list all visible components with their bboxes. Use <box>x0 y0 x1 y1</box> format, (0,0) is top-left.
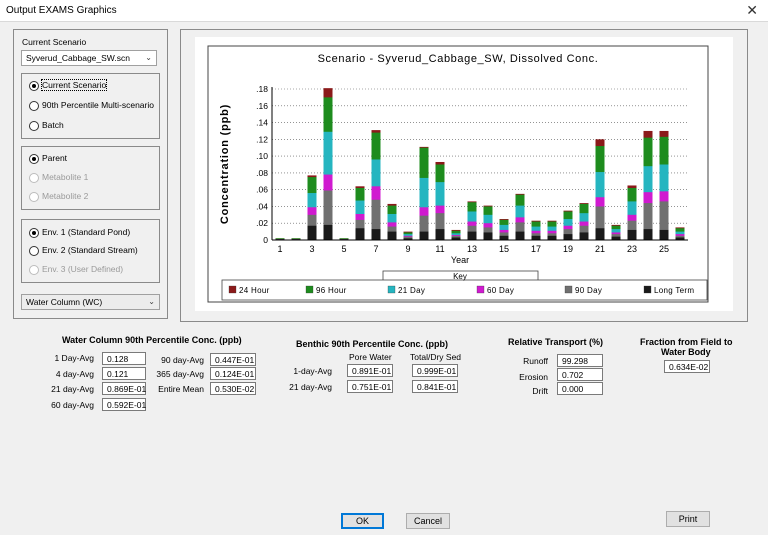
chart-background <box>195 37 733 311</box>
benthic-total-1day: 0.999E-01 <box>412 364 458 377</box>
chevron-down-icon: ⌄ <box>145 53 152 62</box>
radio-dot <box>29 154 39 164</box>
wc-value-entire-mean: 0.530E-02 <box>210 382 256 395</box>
radio-label: Current Scenario <box>40 79 108 91</box>
radio-label: Env. 2 (Standard Stream) <box>42 245 138 255</box>
radio-dot <box>29 121 39 131</box>
benthic-header: Benthic 90th Percentile Conc. (ppb) <box>296 339 449 349</box>
relative-transport-header: Relative Transport (%) <box>508 337 604 347</box>
transport-value-drift: 0.000 <box>557 382 603 395</box>
transport-value-runoff: 99.298 <box>557 354 603 367</box>
wc-label-4day: 4 day-Avg <box>55 369 94 379</box>
benthic-col-total-dry-sed: Total/Dry Sed <box>410 352 462 362</box>
scenario-select[interactable]: Syverud_Cabbage_SW.scn ⌄ <box>21 50 157 66</box>
chevron-down-icon: ⌄ <box>148 297 155 306</box>
scenario-select-value: Syverud_Cabbage_SW.scn <box>26 53 130 63</box>
radio-dot <box>29 246 39 256</box>
wc-value-4day: 0.121 <box>102 367 146 380</box>
benthic-col-pore-water: Pore Water <box>349 352 392 362</box>
wc-label-21day: 21 day-Avg <box>51 384 94 394</box>
radio-label: Env. 1 (Standard Pond) <box>42 227 131 237</box>
wc-value-21day: 0.869E-01 <box>102 382 146 395</box>
fraction-header-line1: Fraction from Field to <box>640 337 733 347</box>
wc-value-90day: 0.447E-01 <box>210 353 256 366</box>
cancel-button[interactable]: Cancel <box>406 513 450 529</box>
transport-label-erosion: Erosion <box>519 372 548 382</box>
title-bar: Output EXAMS Graphics ✕ <box>0 0 768 22</box>
wc-label-1day: 1 Day-Avg <box>54 353 94 363</box>
benthic-pore-1day: 0.891E-01 <box>347 364 393 377</box>
environment-group <box>21 219 160 283</box>
mode-group <box>21 73 160 139</box>
output-type-value: Water Column (WC) <box>26 297 103 307</box>
radio-dot <box>29 173 39 183</box>
benthic-label-1day: 1-day-Avg <box>293 366 332 376</box>
benthic-label-21day: 21 day-Avg <box>289 382 332 392</box>
water-column-header: Water Column 90th Percentile Conc. (ppb) <box>62 335 242 345</box>
ok-button[interactable]: OK <box>341 513 384 529</box>
radio-label: Env. 3 (User Defined) <box>42 264 124 274</box>
radio-dot <box>29 81 39 91</box>
radio-label: Metabolite 1 <box>42 172 89 182</box>
wc-value-1day: 0.128 <box>102 352 146 365</box>
chemical-group <box>21 146 160 210</box>
wc-label-90day: 90 day-Avg <box>161 355 204 365</box>
radio-dot <box>29 192 39 202</box>
radio-label: 90th Percentile Multi-scenario <box>42 100 154 110</box>
current-scenario-label: Current Scenario <box>22 37 87 47</box>
transport-label-drift: Drift <box>532 386 548 396</box>
benthic-total-21day: 0.841E-01 <box>412 380 458 393</box>
fraction-header-line2: Water Body <box>661 347 711 357</box>
radio-dot <box>29 265 39 275</box>
transport-value-erosion: 0.702 <box>557 368 603 381</box>
print-button[interactable]: Print <box>666 511 710 527</box>
fraction-value: 0.634E-02 <box>664 360 710 373</box>
wc-value-60day: 0.592E-01 <box>102 398 146 411</box>
wc-label-60day: 60 day-Avg <box>51 400 94 410</box>
wc-label-365day: 365 day-Avg <box>156 369 204 379</box>
radio-label: Metabolite 2 <box>42 191 89 201</box>
close-icon[interactable]: ✕ <box>746 2 758 18</box>
benthic-pore-21day: 0.751E-01 <box>347 380 393 393</box>
wc-label-entire-mean: Entire Mean <box>158 384 204 394</box>
radio-label: Batch <box>42 120 64 130</box>
transport-label-runoff: Runoff <box>523 356 548 366</box>
wc-value-365day: 0.124E-01 <box>210 367 256 380</box>
radio-dot <box>29 101 39 111</box>
radio-label: Parent <box>42 153 68 163</box>
output-type-select[interactable]: Water Column (WC) ⌄ <box>21 294 160 310</box>
radio-dot <box>29 228 39 238</box>
window-title: Output EXAMS Graphics <box>6 5 117 16</box>
